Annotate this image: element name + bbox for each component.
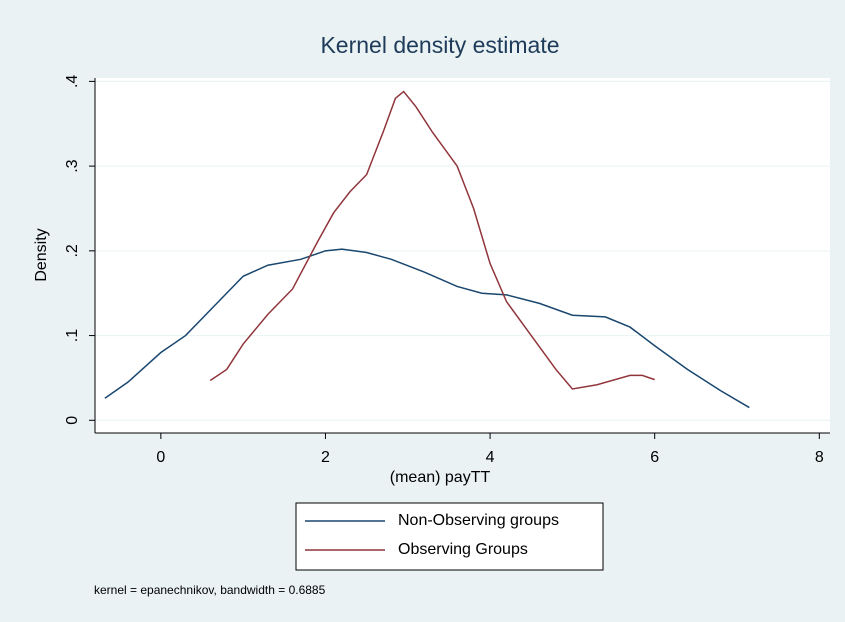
x-axis-label: (mean) payTT: [390, 469, 491, 486]
x-tick-label: 2: [321, 449, 330, 466]
legend-label: Non-Observing groups: [398, 512, 559, 529]
legend-box: [295, 502, 604, 571]
x-tick-label: 4: [486, 449, 495, 466]
plot-area: [95, 78, 830, 433]
x-tick-label: 8: [815, 449, 824, 466]
note: kernel = epanechnikov, bandwidth = 0.688…: [94, 583, 326, 597]
density-line: [209, 90, 655, 390]
y-tick-label: .4: [64, 75, 81, 88]
y-tick-label: .3: [64, 159, 81, 172]
chart-title: Kernel density estimate: [320, 32, 559, 58]
y-tick-label: 0: [64, 416, 81, 425]
x-tick-label: 0: [156, 449, 165, 466]
y-tick-label: .1: [64, 329, 81, 342]
y-tick-label: .2: [64, 244, 81, 257]
legend-label: Observing Groups: [398, 541, 528, 558]
density-line: [104, 248, 750, 409]
y-axis-label: Density: [33, 228, 50, 281]
x-tick-label: 6: [650, 449, 659, 466]
